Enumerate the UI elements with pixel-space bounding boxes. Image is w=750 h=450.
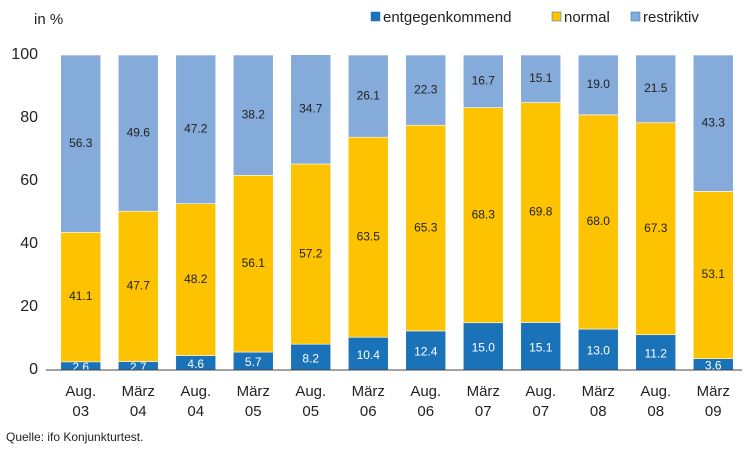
value-label: 13.0 xyxy=(587,344,611,358)
value-label: 67.3 xyxy=(644,221,668,235)
value-label: 21.5 xyxy=(644,81,668,95)
legend-label: entgegenkommend xyxy=(383,9,511,26)
bar-segment xyxy=(290,54,332,165)
legend-swatch xyxy=(370,11,381,22)
value-label: 15.1 xyxy=(529,71,553,85)
x-tick-label: März 08 xyxy=(582,383,615,420)
value-label: 16.7 xyxy=(472,73,496,87)
value-label: 3.6 xyxy=(705,359,722,373)
value-label: 47.2 xyxy=(184,122,208,136)
x-tick-label: März 09 xyxy=(697,383,730,420)
value-label: 11.2 xyxy=(645,347,668,361)
x-tick-label: März 05 xyxy=(237,383,270,420)
value-label: 2.6 xyxy=(72,360,89,374)
value-label: 38.2 xyxy=(242,107,266,121)
value-label: 2.7 xyxy=(130,360,147,374)
value-label: 63.5 xyxy=(357,229,381,243)
value-label: 56.3 xyxy=(69,136,93,150)
value-label: 57.2 xyxy=(299,246,323,260)
value-label: 56.1 xyxy=(242,256,266,270)
bar-segment xyxy=(347,136,389,338)
x-tick-label: Aug. 04 xyxy=(180,383,211,420)
bar-segment xyxy=(60,54,102,233)
value-label: 49.6 xyxy=(127,125,151,139)
value-label: 43.3 xyxy=(702,115,726,129)
value-label: 26.1 xyxy=(357,88,381,102)
x-tick-label: Aug. 07 xyxy=(525,383,556,420)
value-label: 12.4 xyxy=(414,345,438,359)
bar-segment xyxy=(520,322,562,371)
bar-segment xyxy=(405,124,447,332)
value-label: 4.6 xyxy=(187,357,204,371)
y-tick-label: 60 xyxy=(20,172,38,189)
bar-segment xyxy=(290,343,332,371)
value-label: 69.8 xyxy=(529,205,553,219)
bar-segment xyxy=(635,334,677,371)
x-tick-label: Aug. 06 xyxy=(410,383,441,420)
value-label: 53.1 xyxy=(702,267,726,281)
bar-segment xyxy=(462,54,504,108)
bar-segment xyxy=(347,54,389,138)
value-label: 47.7 xyxy=(127,279,151,293)
bar-segment xyxy=(117,210,159,362)
x-tick-label: März 04 xyxy=(122,383,155,420)
value-label: 15.0 xyxy=(472,341,496,355)
bar-segment xyxy=(117,54,159,212)
value-label: 19.0 xyxy=(587,77,611,91)
x-tick-label: Aug. 08 xyxy=(640,383,671,420)
bar-segment xyxy=(577,54,619,116)
bar-segment xyxy=(577,328,619,371)
bar-segment xyxy=(290,163,332,345)
bar-segment xyxy=(175,203,217,356)
bar-segment xyxy=(462,107,504,324)
value-label: 48.2 xyxy=(184,272,208,286)
x-tick-label: März 06 xyxy=(352,383,385,420)
bar-segment xyxy=(520,102,562,323)
bar-segment xyxy=(635,54,677,124)
bar-segment xyxy=(692,54,734,192)
value-label: 34.7 xyxy=(299,102,323,116)
legend-label: normal xyxy=(564,9,610,26)
bar-segment xyxy=(232,54,274,176)
bar-segment xyxy=(405,330,447,371)
source-note: Quelle: ifo Konjunkturtest. xyxy=(6,430,143,444)
value-label: 10.4 xyxy=(357,348,381,362)
y-tick-label: 80 xyxy=(20,109,38,126)
bar-segment xyxy=(577,114,619,330)
y-tick-label: 0 xyxy=(29,361,38,378)
bar-segment xyxy=(347,336,389,371)
bar-segment xyxy=(520,54,562,103)
value-label: 5.7 xyxy=(245,355,262,369)
value-label: 22.3 xyxy=(414,82,438,96)
bar-segment xyxy=(60,232,102,363)
value-label: 68.0 xyxy=(587,214,611,228)
bar-segment xyxy=(635,122,677,336)
legend-label: restriktiv xyxy=(643,9,699,26)
value-label: 68.3 xyxy=(472,207,496,221)
legend-swatch xyxy=(630,11,641,22)
x-tick-label: März 07 xyxy=(467,383,500,420)
y-tick-label: 40 xyxy=(20,235,38,252)
value-label: 8.2 xyxy=(302,351,319,365)
value-label: 65.3 xyxy=(414,220,438,234)
value-label: 15.1 xyxy=(529,340,553,354)
bar-segment xyxy=(405,54,447,126)
bar-segment xyxy=(462,322,504,371)
value-label: 41.1 xyxy=(69,289,93,303)
bar-segment xyxy=(175,54,217,204)
bar-segment xyxy=(232,175,274,353)
chart-title: in % xyxy=(34,11,63,28)
x-tick-label: Aug. 03 xyxy=(65,383,96,420)
x-tick-label: Aug. 05 xyxy=(295,383,326,420)
legend-swatch xyxy=(551,11,562,22)
y-tick-label: 20 xyxy=(20,298,38,315)
y-tick-label: 100 xyxy=(11,46,38,63)
